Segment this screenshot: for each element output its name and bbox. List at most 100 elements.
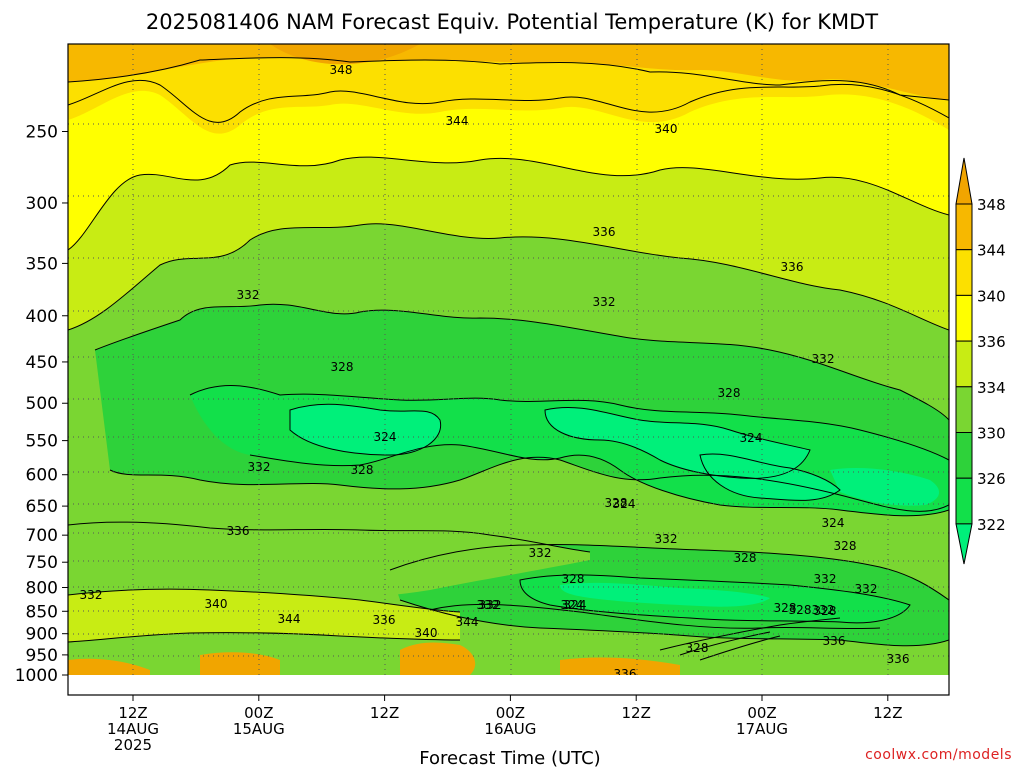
contour-label: 348 [330, 63, 353, 77]
x-tick-label: 17AUG [736, 720, 788, 738]
contour-label: 344 [456, 615, 479, 629]
y-tick-label: 800 [26, 579, 58, 599]
y-tick-label: 650 [26, 497, 58, 517]
colorbar-label: 336 [977, 333, 1006, 351]
contour-label: 328 [834, 539, 857, 553]
colorbar-top-arrow [955, 157, 973, 205]
contour-label: 328 [605, 496, 628, 510]
contour-label: 344 [278, 612, 301, 626]
x-tick-label: 12Z [118, 704, 147, 722]
contour-label-bg [617, 224, 645, 237]
colorbar-label: 340 [977, 287, 1006, 305]
contour-label: 328 [774, 601, 797, 615]
colorbar-label: 322 [977, 516, 1006, 534]
x-axis-title: Forecast Time (UTC) [419, 748, 600, 768]
x-tick-label: 14AUG [107, 720, 159, 738]
colorbar-segment [955, 340, 973, 388]
contour-label: 332 [237, 288, 260, 302]
colorbar-segment [955, 294, 973, 342]
contour-label-bg [639, 666, 667, 679]
contour-label: 332 [812, 603, 835, 617]
grid-lines [68, 44, 949, 675]
plot-frame [67, 43, 950, 696]
x-tick-label: 00Z [244, 704, 273, 722]
contour-label: 324 [374, 430, 397, 444]
x-tick-label: 12Z [873, 704, 902, 722]
contour-label: 324 [740, 431, 763, 445]
x-tick-label: 15AUG [233, 720, 285, 738]
contour-label: 328 [814, 604, 837, 618]
contour-label: 336 [887, 652, 910, 666]
contour-label: 336 [593, 225, 616, 239]
y-tick-label: 1000 [15, 666, 58, 686]
contour-label-bg [847, 351, 875, 364]
contour-label: 328 [562, 572, 585, 586]
contour-label: 336 [227, 524, 250, 538]
contour-label-bg [584, 571, 612, 584]
y-tick-label: 700 [26, 526, 58, 546]
contour-label: 332 [593, 295, 616, 309]
y-tick-label: 900 [26, 625, 58, 645]
colorbar-label: 334 [977, 379, 1006, 397]
contour-label: 340 [205, 597, 228, 611]
y-tick-label: 400 [26, 307, 58, 327]
contour-label-bg [638, 496, 666, 509]
y-tick-label: 300 [26, 194, 58, 214]
contour-label: 332 [812, 352, 835, 366]
contour-label-bg [858, 633, 886, 646]
contour-label-bg [748, 385, 776, 398]
band-low-340 [68, 589, 460, 642]
contour-label: 336 [614, 667, 637, 681]
colorbar-segment [955, 432, 973, 479]
band-sfc-348 [68, 642, 680, 675]
colorbar-label: 326 [977, 470, 1006, 488]
ground [68, 675, 949, 695]
colorbar-label: 330 [977, 425, 1006, 443]
y-tick-label: 250 [26, 122, 58, 142]
contour-label: 332 [477, 598, 500, 612]
band-top-352 [270, 44, 420, 65]
y-tick-label: 750 [26, 553, 58, 573]
contour-label-bg [870, 538, 898, 551]
contour-label: 328 [718, 386, 741, 400]
contour-label-bg [892, 581, 920, 594]
colorbar-bottom-arrow [955, 523, 973, 565]
contour-label-bg [550, 545, 578, 558]
contour-lines [68, 57, 949, 661]
contour-label: 332 [655, 532, 678, 546]
band-low-336 [68, 522, 590, 602]
contour-label-bg [682, 121, 710, 134]
contour-label: 332 [80, 588, 103, 602]
contour-label: 328 [331, 360, 354, 374]
y-tick-label: 350 [26, 254, 58, 274]
contour-label: 336 [781, 260, 804, 274]
chart-title: 2025081406 NAM Forecast Equiv. Potential… [146, 10, 878, 34]
contour-label: 344 [446, 114, 469, 128]
contour-label: 332 [529, 546, 552, 560]
band-low-324 [560, 582, 770, 607]
y-tick-label: 500 [26, 394, 58, 414]
contour-label: 324 [561, 598, 584, 612]
x-tick-label: 12Z [622, 704, 651, 722]
y-tick-label: 950 [26, 646, 58, 666]
contour-label: 332 [248, 460, 271, 474]
x-tick-label: 00Z [496, 704, 525, 722]
contour-label-bg [814, 259, 842, 272]
y-tick-label: 550 [26, 432, 58, 452]
contour-label: 324 [564, 598, 587, 612]
x-tick-label: 16AUG [484, 720, 536, 738]
colorbar-segment [955, 249, 973, 296]
colorbar-segment [955, 477, 973, 525]
contour-label-bg [823, 602, 851, 615]
contour-label: 332 [479, 598, 502, 612]
contour-label: 336 [823, 634, 846, 648]
contour-label: 340 [655, 122, 678, 136]
contour-label: 332 [814, 572, 837, 586]
contour-label: 332 [855, 582, 878, 596]
contour-label: 328 [734, 551, 757, 565]
y-axis: 250 300 350 400 450 500 550 600 650 700 750 800 850 9… [15, 122, 68, 686]
contour-label: 328 [351, 463, 374, 477]
